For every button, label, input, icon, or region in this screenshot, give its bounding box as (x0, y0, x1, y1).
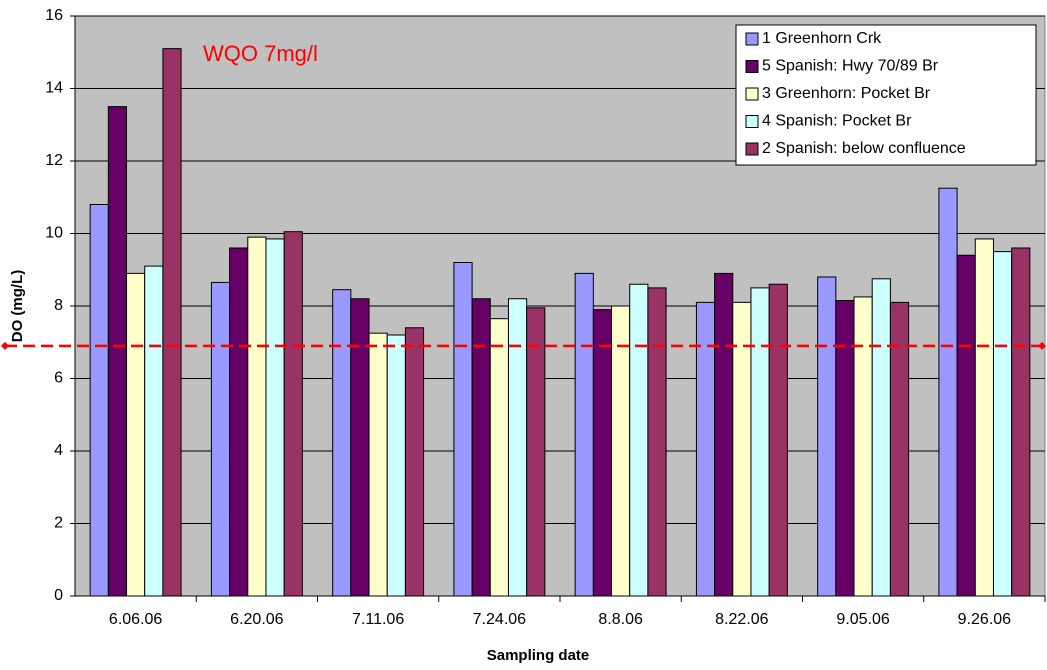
bar (126, 272, 146, 597)
legend-swatch (745, 115, 759, 128)
bar (938, 187, 958, 597)
x-tick-label: 8.22.06 (715, 611, 768, 628)
y-tick-label: 12 (45, 152, 63, 169)
bar (1011, 247, 1031, 597)
bar (507, 298, 528, 597)
bar (107, 106, 128, 597)
y-tick-label: 0 (54, 587, 63, 604)
bar (574, 272, 594, 597)
bar (386, 334, 406, 597)
y-tick-label: 8 (54, 297, 63, 314)
y-tick-label: 2 (54, 515, 63, 532)
bar (489, 318, 509, 597)
y-tick-label: 14 (45, 80, 63, 97)
bar (368, 332, 388, 597)
x-tick-label: 6.20.06 (230, 611, 283, 628)
legend-swatch (745, 32, 759, 46)
legend-swatch (745, 60, 759, 73)
legend-box (735, 24, 1037, 166)
bar (750, 287, 770, 597)
bar (629, 283, 649, 597)
bar (404, 327, 425, 597)
y-tick-label: 6 (54, 370, 63, 387)
legend-label: 5 Spanish: Hwy 70/89 Br (762, 58, 939, 75)
bar (247, 236, 267, 597)
bar (265, 238, 285, 597)
bar (853, 296, 873, 597)
y-axis-title: DO (mg/L) (9, 270, 26, 343)
y-tick-label: 4 (54, 442, 63, 459)
bar (992, 251, 1013, 597)
x-tick-label: 8.8.06 (598, 611, 643, 628)
bar (210, 281, 231, 597)
reference-label: WQO 7mg/l (203, 41, 318, 66)
bar (714, 272, 734, 597)
legend-label: 3 Greenhorn: Pocket Br (762, 85, 931, 102)
legend-label: 2 Spanish: below confluence (762, 140, 966, 157)
bar (768, 283, 788, 597)
x-tick-label: 6.06.06 (109, 611, 162, 628)
bar (162, 48, 182, 597)
bar (956, 254, 976, 597)
bar (974, 238, 994, 597)
x-tick-label: 9.26.06 (958, 611, 1011, 628)
reference-marker (1038, 341, 1046, 350)
x-tick-label: 7.24.06 (473, 611, 526, 628)
bar (350, 298, 370, 597)
legend-swatch (745, 87, 759, 101)
bar (471, 298, 491, 597)
bar (229, 247, 249, 597)
bar (526, 307, 546, 597)
legend-label: 1 Greenhorn Crk (762, 30, 882, 47)
bar (592, 309, 613, 597)
bar (871, 278, 891, 597)
y-tick-label: 16 (45, 7, 63, 24)
x-axis-title: Sampling date (487, 647, 590, 664)
bar (332, 289, 352, 597)
x-tick-label: 9.05.06 (836, 611, 889, 628)
legend-label: 4 Spanish: Pocket Br (762, 113, 912, 130)
bar (453, 262, 473, 597)
legend-swatch (745, 142, 759, 156)
bar (611, 305, 631, 597)
bar (89, 204, 109, 597)
x-tick-label: 7.11.06 (352, 611, 404, 628)
bar (144, 265, 164, 597)
y-tick-label: 10 (45, 225, 63, 242)
bar (889, 301, 910, 597)
reference-marker (1, 341, 9, 350)
bar (817, 276, 837, 597)
bar (283, 231, 303, 597)
bar (647, 287, 667, 597)
